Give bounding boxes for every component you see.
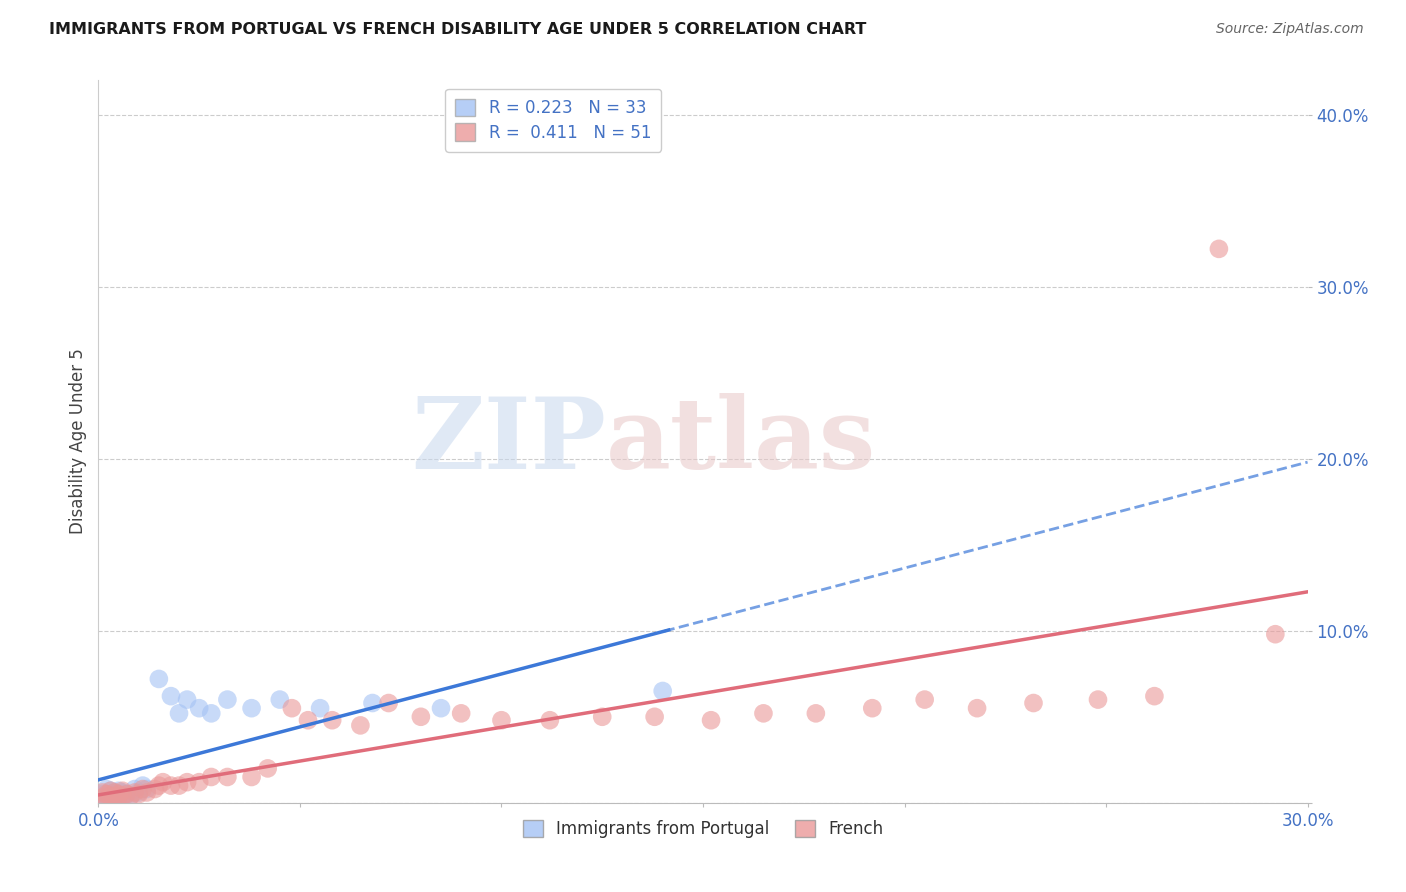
Point: [188, 701, 211, 715]
Point: [107, 787, 129, 801]
Point: [269, 692, 291, 706]
Point: [148, 779, 170, 793]
Point: [167, 779, 190, 793]
Point: [111, 784, 134, 798]
Point: [309, 701, 332, 715]
Point: [160, 779, 183, 793]
Point: [91, 785, 114, 799]
Text: ZIP: ZIP: [412, 393, 606, 490]
Point: [91, 787, 114, 801]
Point: [321, 713, 343, 727]
Point: [103, 785, 125, 799]
Point: [115, 787, 138, 801]
Point: [256, 761, 278, 775]
Point: [124, 785, 146, 799]
Point: [103, 790, 125, 805]
Point: [143, 782, 166, 797]
Point: [538, 713, 561, 727]
Point: [148, 672, 170, 686]
Point: [1264, 627, 1286, 641]
Legend: Immigrants from Portugal, French: Immigrants from Portugal, French: [516, 814, 890, 845]
Point: [91, 790, 114, 805]
Point: [107, 784, 129, 798]
Point: [160, 689, 183, 703]
Text: atlas: atlas: [606, 393, 876, 490]
Point: [409, 710, 432, 724]
Point: [111, 790, 134, 805]
Point: [281, 701, 304, 715]
Y-axis label: Disability Age Under 5: Disability Age Under 5: [69, 349, 87, 534]
Point: [217, 770, 239, 784]
Point: [132, 779, 155, 793]
Point: [1208, 242, 1230, 256]
Point: [188, 775, 211, 789]
Point: [135, 782, 157, 797]
Point: [128, 785, 150, 799]
Point: [128, 787, 150, 801]
Point: [111, 789, 134, 803]
Point: [120, 789, 142, 803]
Point: [176, 775, 198, 789]
Point: [240, 770, 263, 784]
Point: [96, 782, 118, 797]
Point: [100, 790, 122, 805]
Point: [966, 701, 988, 715]
Point: [914, 692, 936, 706]
Point: [100, 787, 122, 801]
Point: [120, 789, 142, 803]
Point: [100, 784, 122, 798]
Point: [107, 789, 129, 803]
Point: [1087, 692, 1109, 706]
Point: [860, 701, 883, 715]
Point: [1143, 689, 1166, 703]
Point: [111, 785, 134, 799]
Point: [103, 785, 125, 799]
Point: [96, 792, 118, 806]
Text: IMMIGRANTS FROM PORTUGAL VS FRENCH DISABILITY AGE UNDER 5 CORRELATION CHART: IMMIGRANTS FROM PORTUGAL VS FRENCH DISAB…: [49, 22, 866, 37]
Point: [152, 775, 174, 789]
Point: [200, 770, 222, 784]
Point: [377, 696, 399, 710]
Point: [644, 710, 666, 724]
Point: [135, 785, 157, 799]
Point: [115, 787, 138, 801]
Point: [217, 692, 239, 706]
Point: [651, 684, 673, 698]
Point: [132, 782, 155, 797]
Point: [450, 706, 472, 721]
Text: Source: ZipAtlas.com: Source: ZipAtlas.com: [1216, 22, 1364, 37]
Point: [700, 713, 723, 727]
Point: [124, 782, 146, 797]
Point: [297, 713, 319, 727]
Point: [430, 701, 453, 715]
Point: [752, 706, 775, 721]
Point: [176, 692, 198, 706]
Point: [240, 701, 263, 715]
Point: [100, 784, 122, 798]
Point: [96, 789, 118, 803]
Point: [491, 713, 513, 727]
Point: [167, 706, 190, 721]
Point: [96, 792, 118, 806]
Point: [107, 790, 129, 805]
Point: [591, 710, 613, 724]
Point: [100, 789, 122, 803]
Point: [91, 790, 114, 805]
Point: [200, 706, 222, 721]
Point: [804, 706, 827, 721]
Point: [96, 787, 118, 801]
Point: [1022, 696, 1045, 710]
Point: [361, 696, 384, 710]
Point: [349, 718, 371, 732]
Point: [103, 790, 125, 805]
